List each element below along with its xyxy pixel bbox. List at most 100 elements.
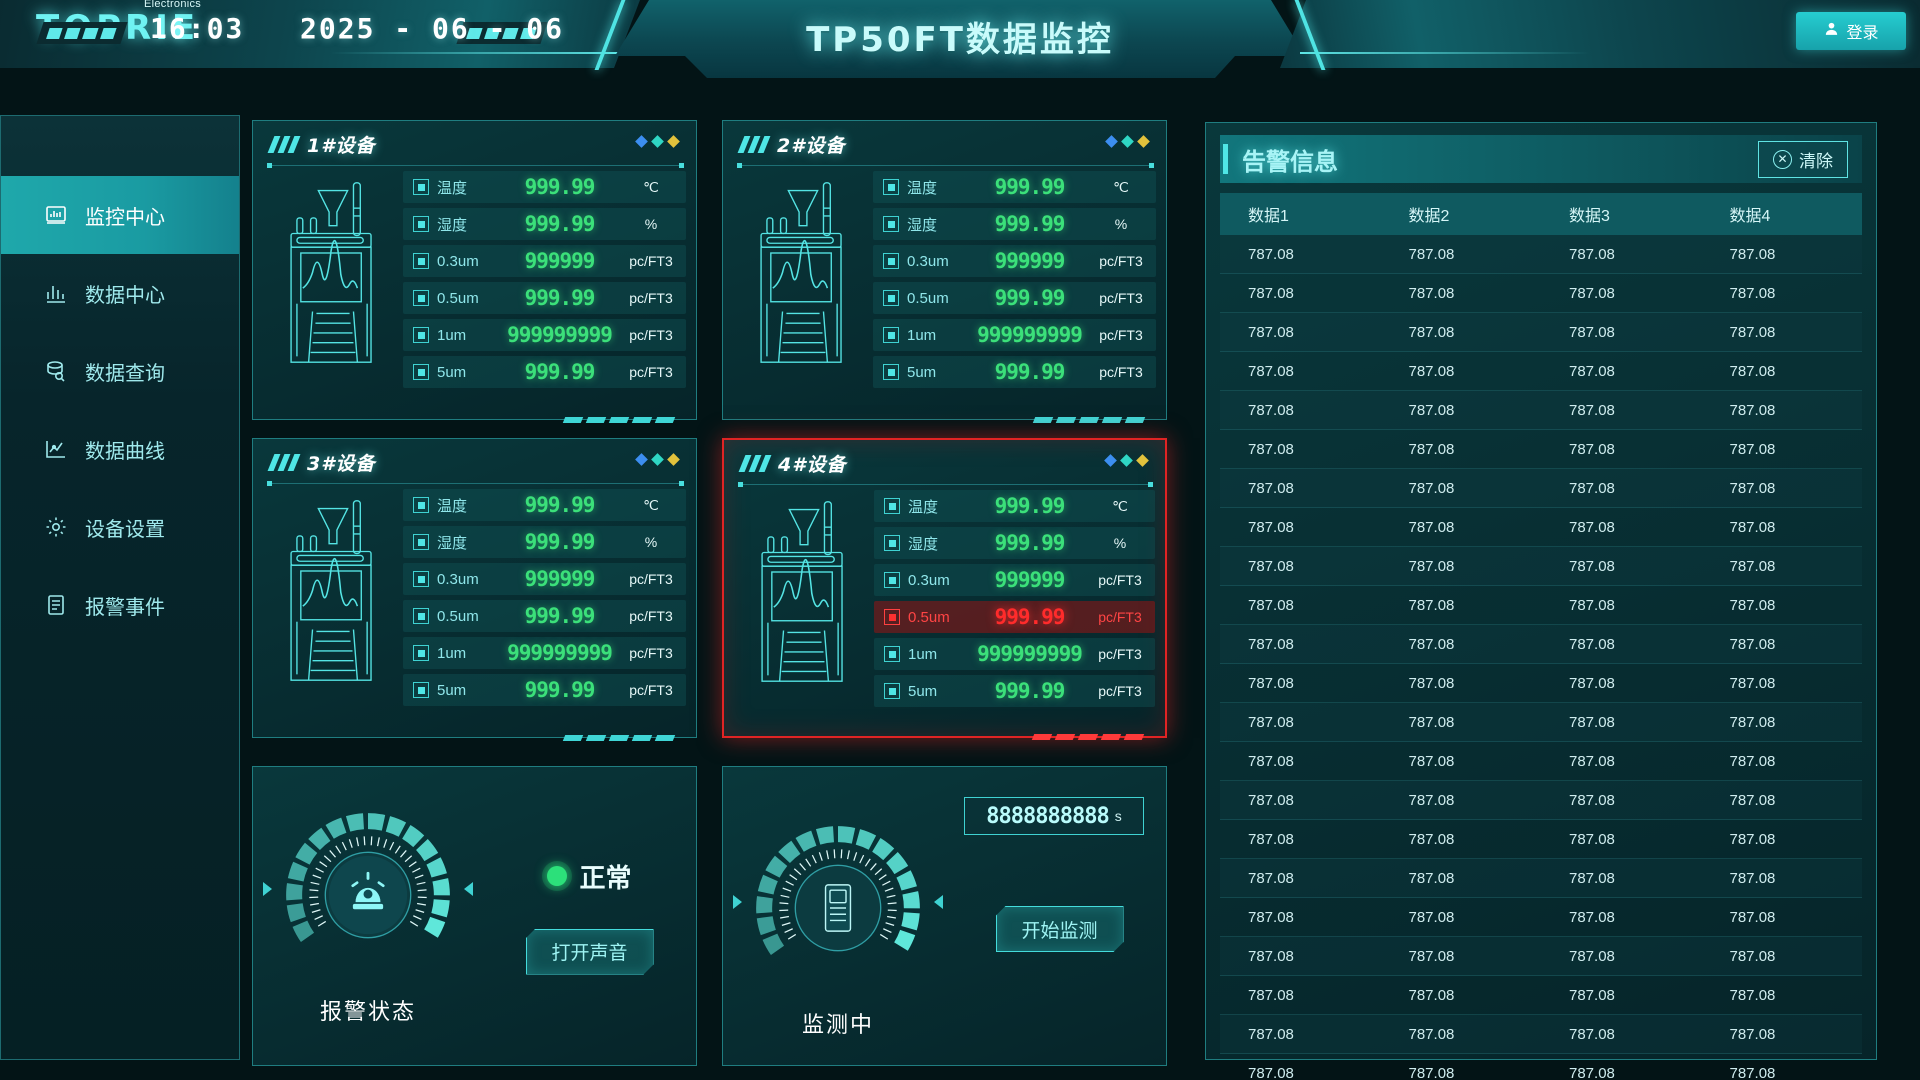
measurement-row: 温度 999.99 ℃ bbox=[873, 171, 1156, 203]
status-diamonds-icon bbox=[635, 453, 680, 466]
measurement-row: 湿度 999.99% bbox=[874, 527, 1155, 559]
row-indicator-icon bbox=[413, 497, 429, 513]
measurement-value: 999999999 bbox=[977, 323, 1083, 347]
measurement-label: 温度 bbox=[907, 179, 938, 197]
header-divider bbox=[737, 163, 1154, 168]
toggle-sound-button[interactable]: 打开声音 bbox=[526, 929, 654, 975]
table-cell: 787.08 bbox=[1248, 479, 1294, 497]
table-cell: 787.08 bbox=[1408, 791, 1455, 809]
measurement-row: 0.5um 999.99 pc/FT3 bbox=[403, 600, 686, 632]
table-row: 787.08 787.08 787.08 787.08 bbox=[1220, 1015, 1862, 1054]
table-cell: 787.08 bbox=[1408, 401, 1455, 419]
start-monitor-button[interactable]: 开始监测 bbox=[996, 906, 1124, 952]
table-row: 787.08 787.08 787.08 787.08 bbox=[1220, 859, 1862, 898]
corner-decor bbox=[681, 766, 697, 782]
table-cell: 787.08 bbox=[1729, 713, 1776, 731]
measurement-value: 999.99 bbox=[994, 494, 1066, 518]
measurement-row: 5um 999.99 pc/FT3 bbox=[403, 356, 686, 388]
device-panel-2: 2#设备 温度 999.99 ℃ 湿度 999.99% 0.3um 999999 pc/FT3 0… bbox=[722, 120, 1167, 423]
measurement-value: 999999 bbox=[524, 249, 596, 273]
row-indicator-icon bbox=[413, 534, 429, 550]
table-cell: 787.08 bbox=[1569, 986, 1615, 1004]
measurement-label: 湿度 bbox=[908, 535, 939, 553]
measurement-row: 1um 999999999 pc/FT3 bbox=[403, 319, 686, 351]
monitor-icon bbox=[43, 202, 69, 228]
clear-alarms-button[interactable]: ✕ 清除 bbox=[1758, 140, 1848, 178]
table-cell: 787.08 bbox=[1569, 908, 1615, 926]
measurement-label: 5um bbox=[437, 681, 467, 699]
table-cell: 787.08 bbox=[1408, 908, 1455, 926]
table-cell: 787.08 bbox=[1408, 245, 1455, 263]
measurement-unit: pc/FT3 bbox=[1098, 646, 1142, 662]
measurement-row: 0.5um 999.99 pc/FT3 bbox=[403, 282, 686, 314]
status-diamonds-icon bbox=[1104, 454, 1149, 467]
monitor-gauge: 监测中 bbox=[723, 819, 953, 1039]
gauge-arrow-right-icon bbox=[464, 882, 473, 896]
row-indicator-icon bbox=[883, 364, 899, 380]
table-cell: 787.08 bbox=[1408, 869, 1455, 887]
measurement-row: 5um 999.99 pc/FT3 bbox=[403, 674, 686, 706]
table-cell: 787.08 bbox=[1248, 986, 1294, 1004]
table-cell: 787.08 bbox=[1569, 401, 1615, 419]
table-cell: 787.08 bbox=[1248, 518, 1294, 536]
table-cell: 787.08 bbox=[1569, 596, 1615, 614]
header-divider bbox=[738, 482, 1153, 487]
table-row: 787.08 787.08 787.08 787.08 bbox=[1220, 547, 1862, 586]
row-indicator-icon bbox=[413, 571, 429, 587]
measurement-row: 1um 999999999 pc/FT3 bbox=[873, 319, 1156, 351]
status-badge: 正常 bbox=[579, 862, 632, 893]
gauge-arrow-right-icon bbox=[934, 895, 943, 909]
measurement-unit: % bbox=[1114, 216, 1128, 232]
measurement-row: 温度 999.99 ℃ bbox=[403, 171, 686, 203]
measurement-list: 温度 999.99 ℃ 湿度 999.99% 0.3um 999999 pc/FT3 0.5um… bbox=[403, 489, 686, 706]
sidebar-item-6[interactable]: 报警事件 bbox=[1, 566, 239, 644]
measurement-label: 0.3um bbox=[907, 252, 949, 270]
measurement-label: 1um bbox=[907, 326, 937, 344]
table-cell: 787.08 bbox=[1408, 479, 1455, 497]
footer-decor bbox=[1031, 734, 1145, 740]
device-title: 1#设备 bbox=[307, 134, 376, 157]
corner-decor bbox=[1205, 1044, 1221, 1060]
sidebar-item-label: 设备设置 bbox=[85, 518, 165, 541]
table-cell: 787.08 bbox=[1248, 284, 1294, 302]
measurement-label: 0.5um bbox=[907, 289, 949, 307]
table-row: 787.08 787.08 787.08 787.08 bbox=[1220, 625, 1862, 664]
login-button[interactable]: 登录 bbox=[1796, 12, 1906, 50]
status-indicator-dot bbox=[547, 866, 568, 886]
corner-decor bbox=[723, 721, 739, 737]
sidebar-item-2[interactable]: 数据中心 bbox=[1, 254, 239, 332]
sidebar-item-3[interactable]: 数据查询 bbox=[1, 332, 239, 410]
alarm-table-title: 告警信息 bbox=[1242, 148, 1338, 176]
measurement-value: 999.99 bbox=[524, 493, 596, 517]
device-image bbox=[263, 171, 403, 388]
table-cell: 787.08 bbox=[1248, 674, 1294, 692]
corner-decor bbox=[681, 404, 697, 420]
status-diamonds-icon bbox=[635, 135, 680, 148]
measurement-label: 5um bbox=[437, 363, 467, 381]
device-panel-header: 1#设备 bbox=[253, 121, 696, 168]
table-cell: 787.08 bbox=[1569, 557, 1615, 575]
table-cell: 787.08 bbox=[1729, 674, 1776, 692]
corner-decor bbox=[252, 722, 268, 738]
table-cell: 787.08 bbox=[1729, 284, 1776, 302]
sidebar-item-4[interactable]: 数据曲线 bbox=[1, 410, 239, 488]
table-cell: 787.08 bbox=[1729, 986, 1776, 1004]
user-icon bbox=[1823, 20, 1840, 42]
sidebar-item-1[interactable]: 监控中心 bbox=[1, 176, 239, 254]
device-image bbox=[263, 489, 403, 706]
measurement-row: 0.3um 999999 pc/FT3 bbox=[874, 564, 1155, 596]
table-cell: 787.08 bbox=[1408, 713, 1455, 731]
slash-decor-icon bbox=[738, 454, 772, 472]
logo-subtext: Electronics bbox=[144, 0, 202, 10]
footer-decor bbox=[1032, 417, 1146, 423]
measurement-value: 999.99 bbox=[994, 531, 1066, 555]
monitor-status-panel: 8888888888 s bbox=[722, 766, 1167, 1066]
row-indicator-icon bbox=[413, 216, 429, 232]
row-indicator-icon bbox=[883, 327, 899, 343]
corner-decor bbox=[252, 1050, 268, 1066]
sidebar-item-5[interactable]: 设备设置 bbox=[1, 488, 239, 566]
clock-time: 16:03 bbox=[150, 12, 245, 45]
measurement-unit: pc/FT3 bbox=[629, 571, 673, 587]
measurement-list: 温度 999.99 ℃ 湿度 999.99% 0.3um 999999 pc/FT3 0.5um… bbox=[403, 171, 686, 388]
table-cell: 787.08 bbox=[1248, 557, 1294, 575]
